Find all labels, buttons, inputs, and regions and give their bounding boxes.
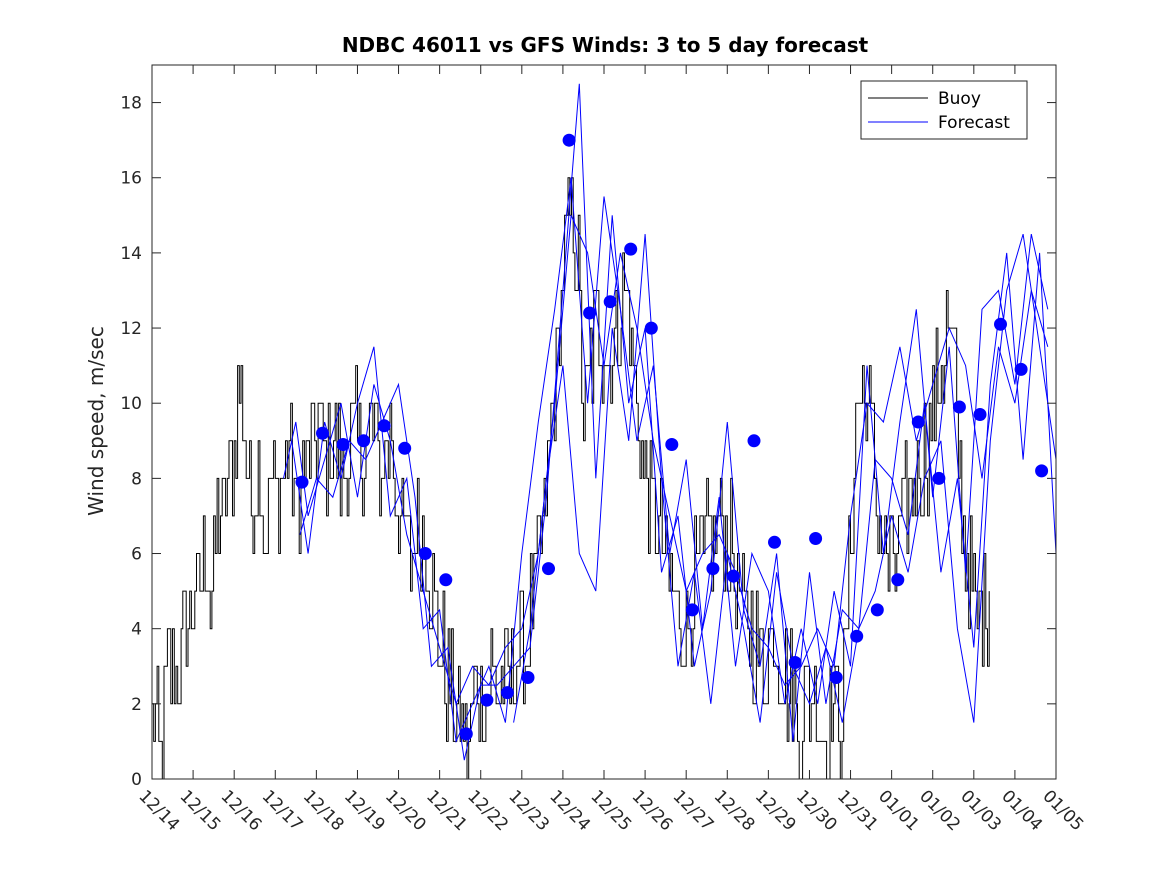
forecast-line-4 (513, 233, 1057, 723)
forecast-marker-36 (1014, 362, 1028, 376)
y-tick-label: 4 (131, 620, 142, 640)
forecast-marker-17 (624, 242, 638, 256)
forecast-marker-28 (850, 629, 864, 643)
y-tick-label: 14 (120, 244, 142, 264)
forecast-marker-2 (316, 426, 329, 440)
forecast-marker-24 (768, 535, 781, 549)
forecast-marker-34 (973, 408, 987, 421)
forecast-series (283, 83, 1057, 761)
x-tick-label: 12/23 (504, 786, 553, 835)
forecast-marker-5 (377, 419, 391, 433)
x-tick-label: 01/01 (874, 786, 923, 835)
forecast-marker-27 (829, 671, 843, 684)
x-tick-label: 12/20 (381, 786, 430, 835)
forecast-marker-10 (480, 693, 494, 707)
forecast-marker-16 (603, 295, 617, 309)
x-tick-label: 12/24 (545, 786, 594, 835)
y-tick-label: 18 (120, 94, 142, 114)
x-tick-label: 12/17 (258, 786, 307, 835)
forecast-marker-7 (418, 547, 432, 560)
forecast-marker-32 (932, 471, 946, 485)
forecast-marker-8 (439, 573, 453, 587)
forecast-marker-4 (357, 434, 371, 448)
y-tick-label: 16 (120, 169, 142, 189)
forecast-marker-25 (788, 656, 802, 669)
buoy-line (152, 177, 990, 780)
x-tick-label: 12/29 (751, 786, 800, 835)
plot-area (152, 83, 1057, 780)
x-tick-label: 12/15 (176, 786, 225, 835)
x-tick-label: 12/26 (628, 786, 677, 835)
x-tick-label: 01/02 (915, 786, 964, 835)
forecast-marker-22 (726, 569, 740, 583)
legend: Buoy Forecast (860, 80, 1028, 140)
x-tick-label: 12/21 (422, 786, 471, 835)
forecast-marker-26 (809, 532, 823, 545)
x-tick-label: 12/19 (340, 786, 389, 835)
axis-ticks: 0 2 4 6 8 10 12 14 16 18 12/1412/1512/1612/1712/18… (120, 65, 1087, 835)
forecast-markers (295, 133, 1049, 741)
forecast-marker-3 (336, 438, 350, 451)
chart-title: NDBC 46011 vs GFS Winds: 3 to 5 day fore… (342, 33, 869, 57)
forecast-marker-21 (706, 562, 720, 576)
forecast-marker-15 (583, 306, 597, 320)
forecast-marker-11 (500, 686, 514, 700)
x-tick-label: 12/28 (710, 786, 759, 835)
forecast-marker-14 (562, 133, 576, 147)
forecast-marker-30 (891, 573, 905, 587)
x-tick-label: 12/25 (586, 786, 635, 835)
forecast-marker-9 (459, 727, 473, 741)
buoy-series (152, 177, 990, 780)
forecast-marker-13 (542, 562, 555, 576)
legend-box (860, 80, 1028, 140)
forecast-marker-19 (665, 438, 679, 451)
forecast-marker-35 (994, 317, 1007, 331)
x-tick-label: 01/05 (1038, 786, 1087, 835)
forecast-line-3 (299, 83, 1057, 761)
x-tick-label: 12/16 (217, 786, 266, 835)
y-axis-label: Wind speed, m/sec (84, 326, 108, 516)
forecast-marker-20 (685, 603, 699, 617)
forecast-marker-12 (521, 671, 535, 684)
legend-forecast-label: Forecast (938, 113, 1010, 133)
x-tick-label: 12/22 (463, 786, 512, 835)
y-tick-label: 6 (131, 545, 142, 565)
forecast-marker-6 (398, 441, 412, 455)
y-tick-label: 2 (131, 695, 142, 715)
forecast-marker-23 (747, 434, 761, 448)
x-tick-label: 01/03 (956, 786, 1005, 835)
forecast-marker-31 (911, 415, 925, 429)
forecast-marker-18 (644, 321, 658, 335)
x-tick-label: 12/18 (299, 786, 348, 835)
y-tick-label: 8 (131, 469, 142, 489)
x-tick-label: 12/27 (669, 786, 718, 835)
forecast-marker-37 (1035, 464, 1049, 478)
x-tick-label: 01/04 (997, 786, 1046, 835)
forecast-marker-33 (952, 400, 966, 414)
y-tick-label: 12 (120, 319, 142, 339)
x-tick-label: 12/14 (134, 786, 183, 835)
y-tick-label: 0 (131, 770, 142, 790)
x-tick-label: 12/30 (792, 786, 841, 835)
y-tick-label: 10 (120, 394, 142, 414)
forecast-marker-29 (870, 603, 884, 617)
forecast-line-2 (291, 177, 1049, 744)
forecast-marker-1 (295, 475, 309, 489)
legend-buoy-label: Buoy (938, 89, 981, 109)
x-tick-label: 12/31 (833, 786, 882, 835)
